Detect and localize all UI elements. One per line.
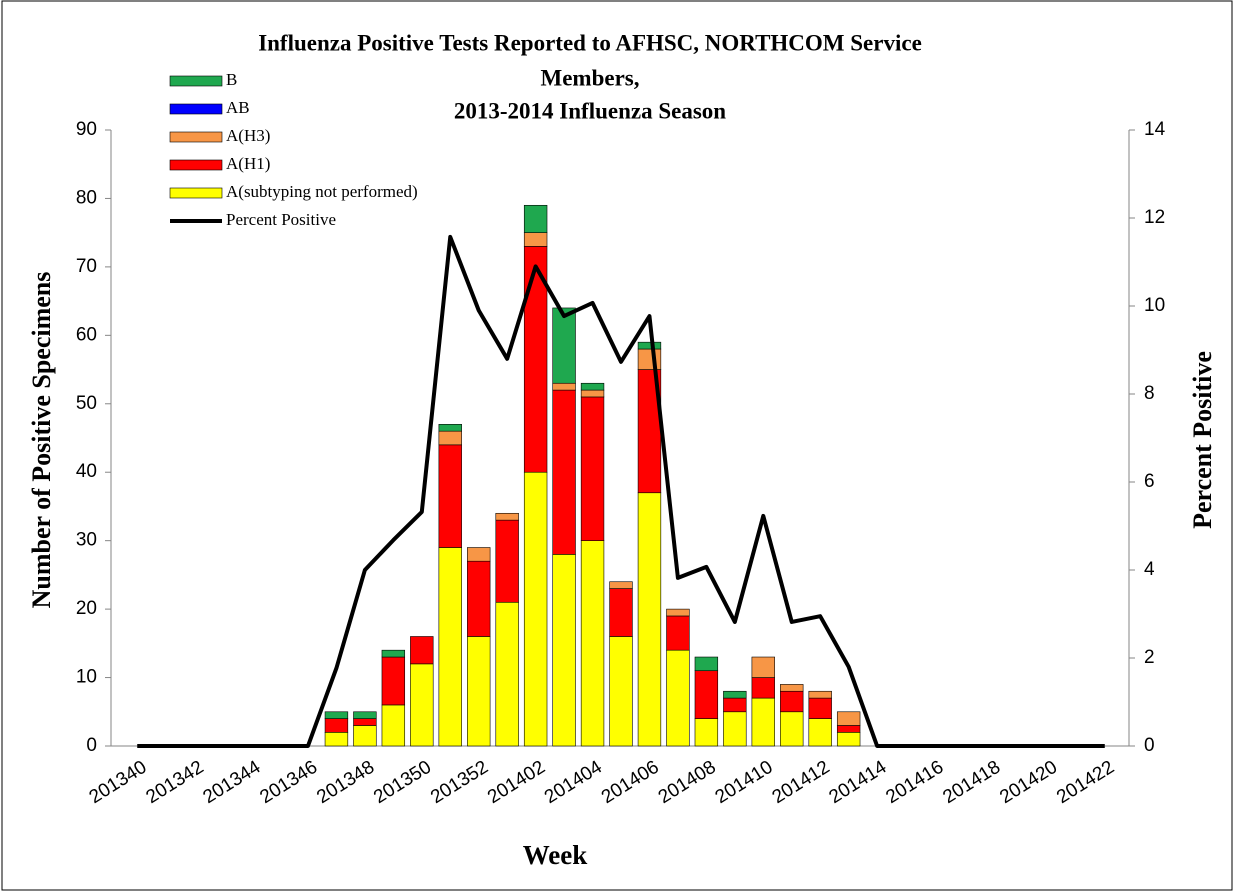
bar-segment <box>780 684 804 692</box>
bar-segment <box>808 697 832 719</box>
bar-segment <box>467 547 491 562</box>
legend-label: AB <box>226 98 250 117</box>
bar-segment <box>609 588 633 637</box>
y2-tick-label: 10 <box>1144 295 1165 316</box>
bar-segment <box>381 656 406 706</box>
bar-segment <box>353 718 377 726</box>
bar-segment <box>552 554 576 747</box>
bar-segment <box>552 307 576 384</box>
legend-label: B <box>226 70 237 89</box>
bar-segment <box>580 396 605 541</box>
bar-segment <box>324 732 349 747</box>
y-tick-label: 30 <box>76 530 97 551</box>
y-tick-label: 90 <box>76 119 97 140</box>
bar-segment <box>808 690 832 699</box>
legend-label: A(subtyping not performed) <box>226 182 418 201</box>
bar-segment <box>751 677 775 699</box>
bar-segment <box>324 711 349 719</box>
bar-segment <box>353 725 377 747</box>
bar-segment <box>609 636 633 747</box>
bar-segment <box>637 341 662 350</box>
y2-tick-label: 12 <box>1144 207 1165 228</box>
bar-segment <box>438 430 462 446</box>
legend-swatch <box>169 75 223 87</box>
bar-segment <box>552 382 576 391</box>
y-axis-label: Number of Positive Specimens <box>27 272 56 609</box>
y-tick-label: 0 <box>86 735 97 756</box>
bar-segment <box>353 711 377 719</box>
legend-swatch <box>169 131 223 143</box>
y-tick-label: 40 <box>76 461 97 482</box>
bar-segment <box>467 560 491 637</box>
bar-segment <box>438 547 462 747</box>
bar-segment <box>666 649 690 747</box>
y2-tick-label: 2 <box>1144 647 1155 668</box>
y-tick-label: 70 <box>76 256 97 277</box>
bar-segment <box>580 389 605 398</box>
bar-segment <box>836 725 861 733</box>
bar-segment <box>723 697 747 713</box>
y-tick-label: 10 <box>76 667 97 688</box>
bar-segment <box>495 512 519 521</box>
bar-segment <box>438 424 462 432</box>
bar-segment <box>836 711 861 726</box>
y-tick-label: 60 <box>76 324 97 345</box>
bar-segment <box>637 348 662 370</box>
bar-segment <box>751 697 775 747</box>
bar-segment <box>780 711 804 747</box>
bar-segment <box>523 471 548 747</box>
bar-segment <box>666 615 690 651</box>
bar-segment <box>609 581 633 589</box>
bar-segment <box>410 663 434 747</box>
legend-label: A(H3) <box>226 126 270 145</box>
bar-segment <box>495 519 519 603</box>
line <box>137 234 1105 748</box>
chart-title: 2013-2014 Influenza Season <box>454 98 726 123</box>
bar-segment <box>723 690 747 699</box>
y-tick-label: 50 <box>76 393 97 414</box>
bar-segment <box>580 540 605 747</box>
bar-segment <box>381 649 406 658</box>
legend-label: Percent Positive <box>226 210 336 229</box>
y2-tick-label: 4 <box>1144 559 1155 580</box>
bar-segment <box>580 382 605 391</box>
bar-segment <box>694 656 719 672</box>
bar-segment <box>523 204 548 233</box>
legend-swatch <box>169 103 223 115</box>
y2-tick-label: 0 <box>1144 735 1155 756</box>
y2-tick-label: 8 <box>1144 383 1155 404</box>
bar-segment <box>694 670 719 719</box>
bar-segment <box>780 690 804 713</box>
bar-segment <box>523 232 548 247</box>
y2-tick-label: 6 <box>1144 471 1155 492</box>
bar-segment <box>467 636 491 747</box>
bar-segment <box>808 718 832 747</box>
chart-title: Members, <box>541 65 640 90</box>
y2-tick-label: 14 <box>1144 119 1166 140</box>
legend-swatch <box>169 159 223 171</box>
bar-segment <box>381 704 406 747</box>
bar-segment <box>637 492 662 747</box>
bar-segment <box>495 601 519 747</box>
bar-segment <box>438 444 462 548</box>
chart-title: Influenza Positive Tests Reported to AFH… <box>258 30 922 55</box>
x-axis-label: Week <box>523 840 588 870</box>
y-tick-label: 20 <box>76 598 97 619</box>
bar-segment <box>552 389 576 555</box>
bar-segment <box>836 732 861 747</box>
bar-segment <box>324 718 349 733</box>
bar-segment <box>751 656 775 678</box>
legend-swatch <box>169 187 223 199</box>
bar-segment <box>666 608 690 617</box>
bar-segment <box>723 711 747 747</box>
legend-label: A(H1) <box>226 154 270 173</box>
bar-segment <box>694 718 719 747</box>
y-tick-label: 80 <box>76 187 97 208</box>
bar-segment <box>410 636 434 665</box>
y2-axis-label: Percent Positive <box>1188 351 1217 529</box>
